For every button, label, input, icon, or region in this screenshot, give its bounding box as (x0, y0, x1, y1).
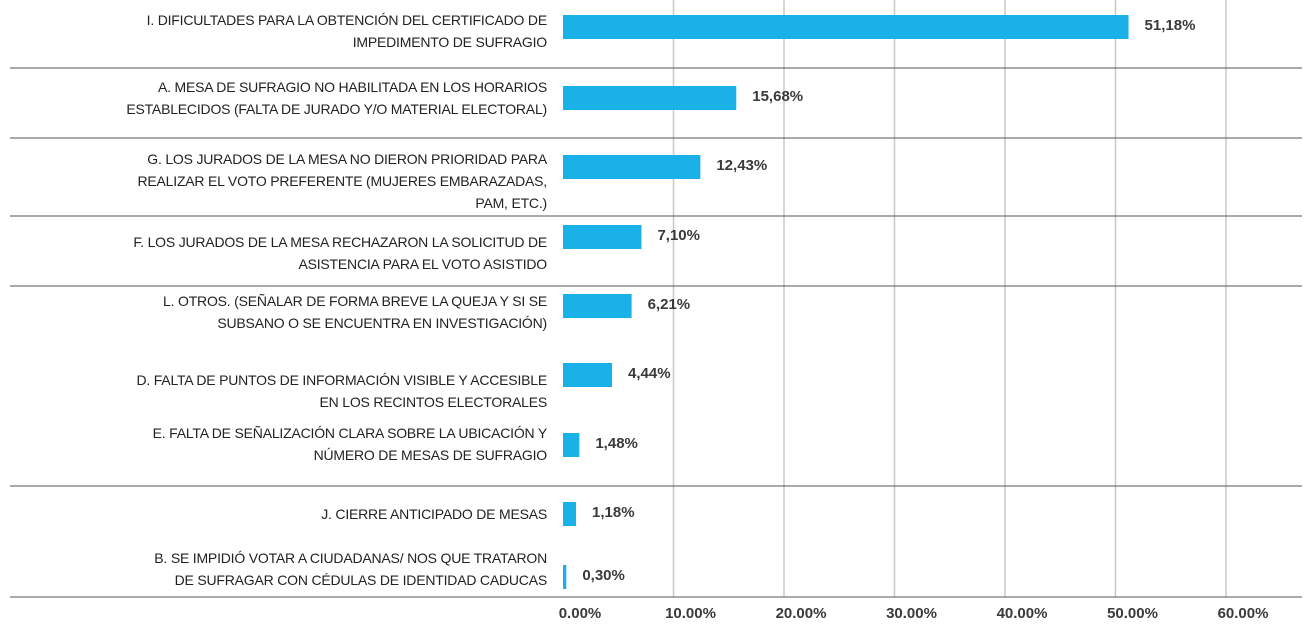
value-label: 1,18% (592, 504, 635, 521)
value-label: 7,10% (657, 227, 700, 244)
category-label: G. LOS JURADOS DE LA MESA NO DIERON PRIO… (137, 151, 547, 211)
category-label: E. FALTA DE SEÑALIZACIÓN CLARA SOBRE LA … (152, 425, 548, 463)
bar (563, 86, 737, 110)
value-label: 12,43% (716, 157, 767, 174)
x-tick-label: 20.00% (776, 605, 827, 622)
x-tick-label: 60.00% (1218, 605, 1269, 622)
bar (563, 565, 567, 589)
bar (563, 155, 701, 179)
bar (563, 225, 642, 249)
x-tick-label: 40.00% (997, 605, 1048, 622)
bar (563, 294, 632, 318)
separators (10, 67, 1302, 598)
x-tick-label: 30.00% (886, 605, 937, 622)
category-label: L. OTROS. (SEÑALAR DE FORMA BREVE LA QUE… (163, 293, 547, 331)
bar (563, 433, 580, 457)
category-label: F. LOS JURADOS DE LA MESA RECHAZARON LA … (133, 234, 547, 272)
category-label: J. CIERRE ANTICIPADO DE MESAS (321, 506, 547, 522)
value-label: 15,68% (752, 88, 803, 105)
category-label: B. SE IMPIDIÓ VOTAR A CIUDADANAS/ NOS QU… (154, 550, 547, 588)
value-label: 51,18% (1145, 17, 1196, 34)
category-label: I. DIFICULTADES PARA LA OBTENCIÓN DEL CE… (146, 12, 548, 50)
bar (563, 502, 577, 526)
grid (672, 0, 1227, 597)
value-label: 4,44% (628, 365, 671, 382)
x-tick-label: 50.00% (1107, 605, 1158, 622)
bar (563, 15, 1129, 39)
x-tick-label: 10.00% (665, 605, 716, 622)
value-label: 0,30% (582, 567, 625, 584)
value-label: 6,21% (648, 296, 691, 313)
category-label: A. MESA DE SUFRAGIO NO HABILITADA EN LOS… (126, 79, 547, 117)
x-tick-label: 0.00% (559, 605, 602, 622)
value-label: 1,48% (595, 435, 638, 452)
bar (563, 363, 613, 387)
category-label: D. FALTA DE PUNTOS DE INFORMACIÓN VISIBL… (136, 372, 547, 410)
